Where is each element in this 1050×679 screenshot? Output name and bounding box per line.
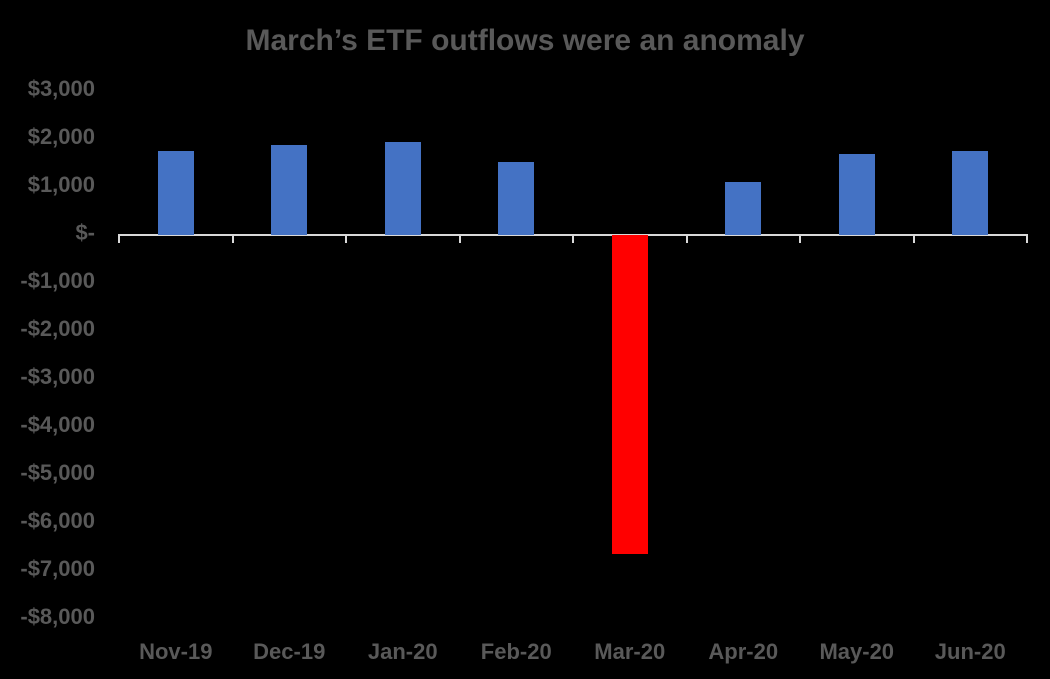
- y-tick-label: $2,000: [27, 124, 95, 149]
- y-tick-label: -$5,000: [20, 460, 95, 485]
- y-tick-label: $-: [75, 220, 95, 245]
- x-axis-tick: [685, 233, 688, 243]
- x-axis-tick: [458, 233, 461, 243]
- x-tick-label-feb-20: Feb-20: [480, 639, 552, 664]
- bar-apr-20: [725, 181, 762, 235]
- y-tick-label: -$3,000: [20, 364, 95, 389]
- x-axis-tick: [912, 233, 915, 243]
- x-tick-label-jun-20: Jun-20: [934, 639, 1006, 664]
- x-tick-label-may-20: May-20: [819, 639, 895, 664]
- y-tick-label: -$8,000: [20, 604, 95, 629]
- y-tick-label: -$1,000: [20, 268, 95, 293]
- y-tick-label: -$7,000: [20, 556, 95, 581]
- x-axis-tick: [118, 233, 120, 243]
- bar-jan-20: [384, 141, 421, 235]
- x-axis-tick: [1026, 233, 1028, 243]
- bar-feb-20: [498, 161, 535, 235]
- y-tick-label: -$4,000: [20, 412, 95, 437]
- bar-nov-19: [157, 151, 194, 235]
- bar-jun-20: [952, 151, 989, 235]
- x-tick-label-apr-20: Apr-20: [708, 639, 779, 664]
- x-tick-label-jan-20: Jan-20: [367, 639, 438, 664]
- x-tick-label-nov-19: Nov-19: [139, 639, 213, 664]
- x-tick-label-dec-19: Dec-19: [253, 639, 326, 664]
- x-axis-tick: [345, 233, 347, 243]
- bar-dec-19: [271, 145, 308, 235]
- x-tick-label-mar-20: Mar-20: [594, 639, 666, 664]
- x-axis-tick: [799, 233, 801, 243]
- y-tick-label: -$6,000: [20, 508, 95, 533]
- y-tick-label: -$2,000: [20, 316, 95, 341]
- bar-may-20: [838, 154, 875, 235]
- x-axis-tick: [231, 233, 234, 243]
- y-tick-label: $1,000: [27, 172, 95, 197]
- chart-title: March’s ETF outflows were an anomaly: [245, 24, 805, 57]
- bar-mar-20: [611, 235, 648, 555]
- y-tick-label: $3,000: [27, 76, 95, 101]
- x-axis-tick: [572, 233, 574, 243]
